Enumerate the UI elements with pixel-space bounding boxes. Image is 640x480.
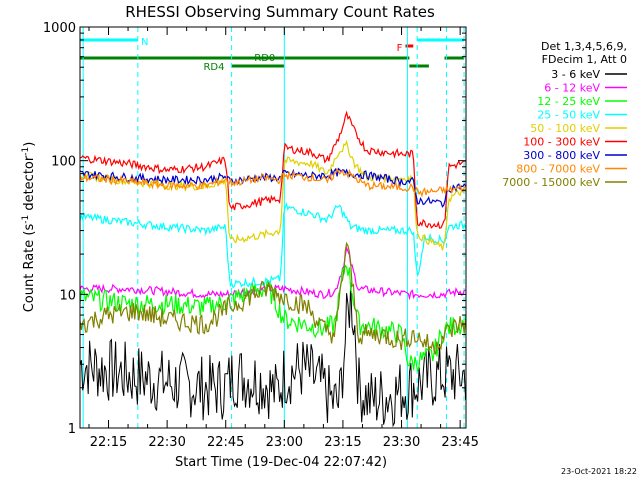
y-tick-label-3: 1000 <box>43 21 76 36</box>
legend-label-2: 12 - 25 keV <box>537 95 600 108</box>
x-tick-label-3: 23:00 <box>266 435 303 450</box>
annotation-f: F <box>397 43 403 54</box>
y-tick-label-2: 100 <box>51 155 76 170</box>
y-tick-label-1: 10 <box>59 288 76 303</box>
legend-label-6: 300 - 800 keV <box>523 149 600 162</box>
series-line-3 <box>80 202 466 289</box>
x-tick-label-2: 22:45 <box>207 435 244 450</box>
series-line-5 <box>80 110 466 229</box>
status-bars: N F RD0 RD4 <box>80 37 465 73</box>
x-tick-label-5: 23:30 <box>383 435 420 450</box>
series-line-6 <box>80 167 466 208</box>
y-axis-label: Count Rate (s-1 detector-1) <box>21 142 37 313</box>
series-line-0 <box>80 282 466 428</box>
x-axis-label: Start Time (19-Dec-04 22:07:42) <box>175 455 387 470</box>
legend-label-8: 7000 - 15000 keV <box>502 176 600 189</box>
series-line-4 <box>80 139 466 251</box>
vertical-markers <box>82 27 465 428</box>
legend-label-3: 25 - 50 keV <box>537 109 600 122</box>
legend-label-5: 100 - 300 keV <box>523 136 600 149</box>
series-line-7 <box>80 168 466 198</box>
x-tick-label-6: 23:45 <box>441 435 478 450</box>
legend-label-0: 3 - 6 keV <box>551 68 600 81</box>
series-layer <box>80 110 466 428</box>
legend: Det 1,3,4,5,6,9, FDecim 1, Att 0 3 - 6 k… <box>502 40 627 189</box>
annotation-rd0: RD0 <box>254 53 275 64</box>
x-axis-ticks: 22:15 22:30 22:45 23:00 23:15 23:30 23:45 <box>88 27 479 450</box>
legend-label-1: 6 - 12 keV <box>544 82 600 95</box>
y-tick-label-0: 1 <box>68 422 76 437</box>
legend-header-line-1: Det 1,3,4,5,6,9, <box>541 40 627 53</box>
generated-timestamp: 23-Oct-2021 18:22 <box>561 467 637 476</box>
x-tick-label-1: 22:30 <box>148 435 185 450</box>
axes-frame <box>79 26 467 429</box>
annotation-n: N <box>141 37 148 48</box>
annotation-rd4: RD4 <box>203 62 224 73</box>
x-tick-label-4: 23:15 <box>324 435 361 450</box>
series-line-8 <box>80 241 466 355</box>
plot-frame <box>79 26 467 429</box>
y-axis-ticks: 1 10 100 1000 <box>43 21 466 437</box>
x-tick-label-0: 22:15 <box>90 435 127 450</box>
legend-label-4: 50 - 100 keV <box>530 122 600 135</box>
legend-header-line-2: FDecim 1, Att 0 <box>542 53 627 66</box>
legend-label-7: 800 - 7000 keV <box>516 163 600 176</box>
chart-title: RHESSI Observing Summary Count Rates <box>125 3 435 21</box>
